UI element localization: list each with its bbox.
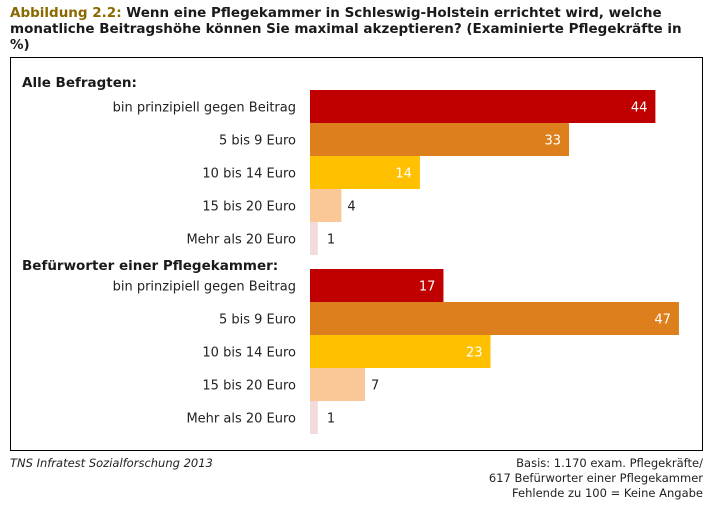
category-label: 10 bis 14 Euro [202,167,296,182]
category-label: 10 bis 14 Euro [202,346,296,361]
bar [310,335,491,368]
value-label: 1 [327,233,335,248]
value-label: 44 [631,101,648,116]
basis-line-1: Basis: 1.170 exam. Pflegekräfte/ [516,456,703,470]
bar [310,189,342,222]
value-label: 17 [419,280,436,295]
bar [310,156,420,189]
chart-title: Abbildung 2.2: Wenn eine Pflegekammer in… [10,5,700,53]
chart-frame [10,57,703,451]
bar [310,401,318,434]
value-label: 7 [371,379,379,394]
category-label: 5 bis 9 Euro [219,134,296,149]
bar [310,269,444,302]
category-label: 15 bis 20 Euro [202,200,296,215]
category-label: 15 bis 20 Euro [202,379,296,394]
figure-label: Abbildung 2.2: [10,5,122,21]
basis-line-2: 617 Befürworter einer Pflegekammer [488,471,703,485]
group-title: Befürworter einer Pflegekammer: [22,258,278,274]
bar [310,302,679,335]
value-label: 33 [545,134,562,149]
category-label: Mehr als 20 Euro [186,412,296,427]
source-note: TNS Infratest Sozialforschung 2013 [10,456,213,470]
category-label: 5 bis 9 Euro [219,313,296,328]
group-title: Alle Befragten: [22,75,137,91]
value-label: 23 [466,346,483,361]
bar [310,222,318,255]
value-label: 4 [347,200,355,215]
category-label: Mehr als 20 Euro [186,233,296,248]
title-text: Wenn eine Pflegekammer in Schleswig-Hols… [10,5,682,53]
basis-line-3: Fehlende zu 100 = Keine Angabe [512,486,703,500]
basis-note: Basis: 1.170 exam. Pflegekräfte/ 617 Bef… [489,456,703,501]
bar [310,90,656,123]
value-label: 14 [395,167,412,182]
bar [310,123,570,156]
category-label: bin prinzipiell gegen Beitrag [113,101,296,116]
value-label: 47 [654,313,671,328]
bar [310,368,365,401]
category-label: bin prinzipiell gegen Beitrag [113,280,296,295]
value-label: 1 [327,412,335,427]
